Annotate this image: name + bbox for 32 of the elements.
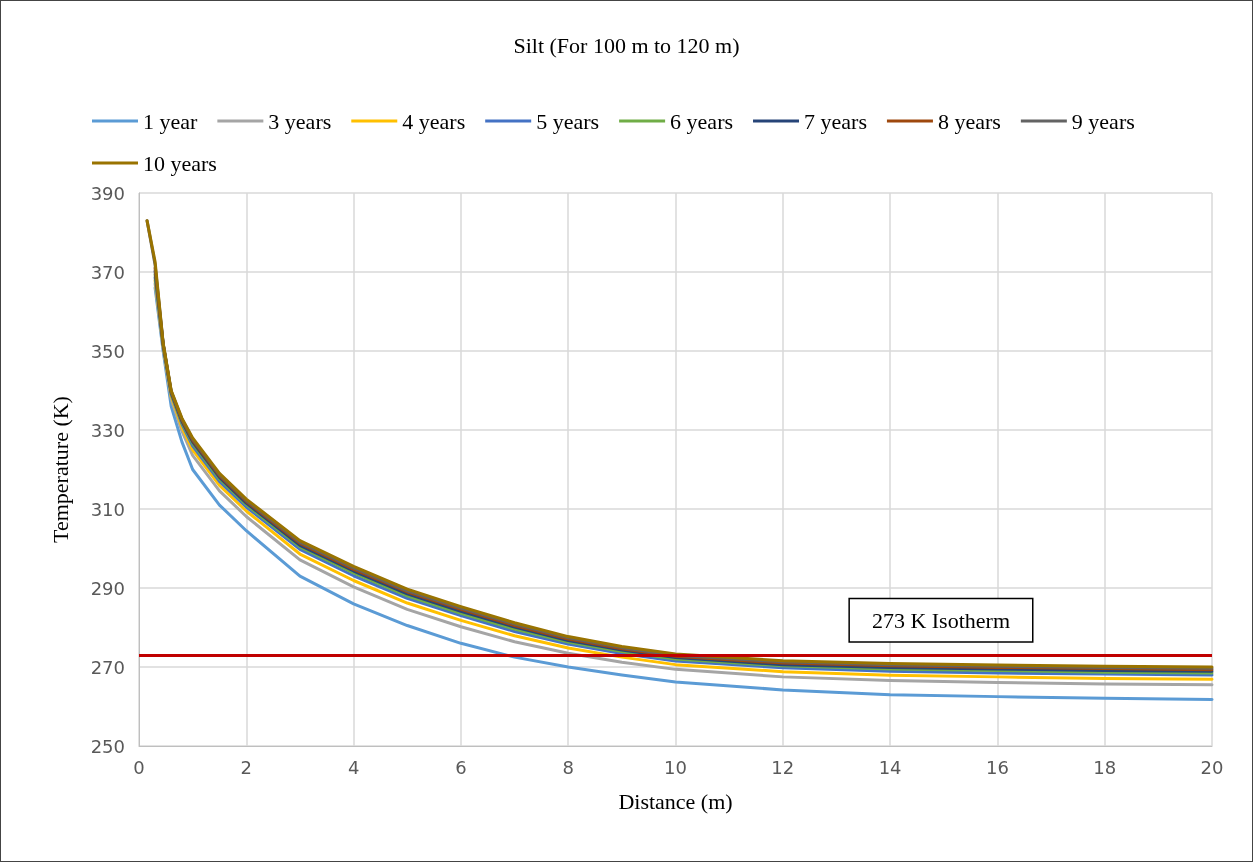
y-tick-label: 290 (90, 577, 125, 599)
y-tick-label: 310 (90, 498, 125, 520)
y-tick-label: 250 (90, 735, 125, 757)
legend-label: 9 years (1071, 108, 1135, 134)
chart-title: Silt (For 100 m to 120 m) (513, 32, 740, 58)
x-tick-label: 18 (1093, 756, 1117, 778)
ref-line-label: 273 K Isotherm (871, 607, 1010, 633)
legend-label: 4 years (402, 108, 466, 134)
x-tick-label: 16 (985, 756, 1009, 778)
x-tick-label: 14 (878, 756, 902, 778)
y-axis-title: Temperature (K) (47, 396, 73, 543)
x-tick-label: 6 (455, 756, 467, 778)
legend-label: 6 years (670, 108, 734, 134)
legend-label: 8 years (937, 108, 1001, 134)
y-tick-label: 270 (90, 656, 125, 678)
x-tick-label: 0 (133, 756, 145, 778)
x-tick-label: 20 (1200, 756, 1224, 778)
x-tick-label: 4 (347, 756, 360, 778)
x-axis-title: Distance (m) (618, 788, 733, 814)
legend-label: 5 years (536, 108, 600, 134)
x-tick-label: 8 (562, 756, 574, 778)
x-tick-label: 10 (664, 756, 687, 778)
y-tick-label: 390 (90, 182, 125, 204)
x-tick-label: 12 (771, 756, 795, 778)
y-tick-label: 330 (90, 419, 125, 441)
legend-label: 7 years (804, 108, 867, 134)
x-tick-label: 2 (240, 756, 253, 778)
legend-label: 3 years (268, 108, 332, 134)
legend-label: 1 year (143, 108, 199, 134)
legend-label: 10 years (143, 150, 217, 176)
y-tick-label: 350 (90, 340, 125, 362)
y-tick-label: 370 (90, 261, 125, 283)
